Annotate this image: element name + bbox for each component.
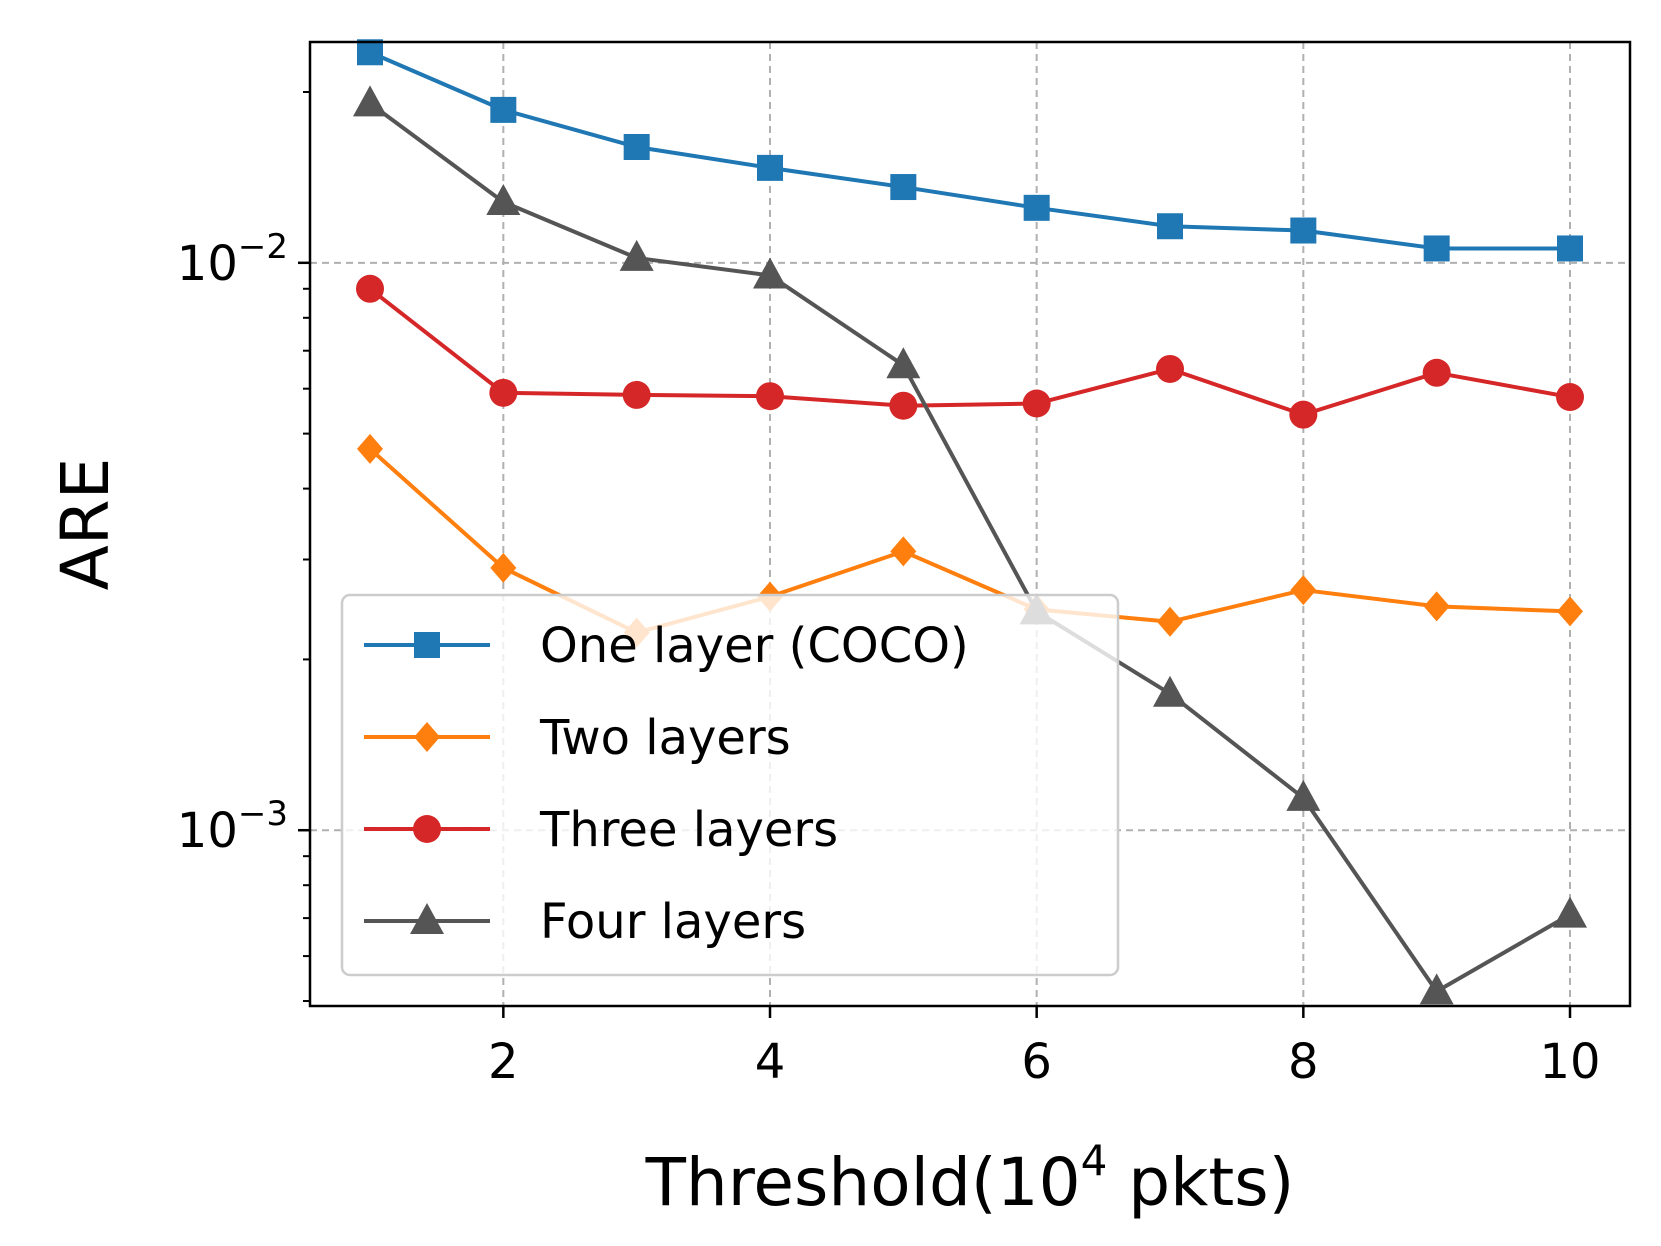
marker-square <box>623 133 650 160</box>
series-line <box>369 50 1570 251</box>
marker-triangle <box>486 183 521 215</box>
y-axis-title: ARE <box>47 458 124 591</box>
y-tick-label: 10−3 <box>177 794 288 859</box>
marker-diamond <box>1290 575 1317 606</box>
x-tick-label: 4 <box>755 1034 786 1090</box>
x-tick-label: 2 <box>488 1034 519 1090</box>
x-axis-title: Threshold(104 pkts) <box>645 1136 1295 1221</box>
marker-diamond <box>1157 606 1183 637</box>
marker-triangle <box>410 903 444 934</box>
legend-label: One layer (COCO) <box>540 618 969 674</box>
marker-diamond <box>1557 596 1583 627</box>
marker-circle <box>889 391 918 420</box>
series-line <box>368 101 1571 994</box>
legend-label: Two layers <box>539 710 791 766</box>
marker-square <box>890 174 917 201</box>
y-tick-label: 10−2 <box>177 227 288 292</box>
legend-label: Three layers <box>539 802 838 858</box>
x-tick-label: 6 <box>1021 1034 1052 1090</box>
marker-triangle <box>1286 779 1321 811</box>
marker-diamond <box>1423 591 1450 622</box>
legend-item: Two layers <box>364 710 791 766</box>
marker-triangle <box>1553 896 1587 928</box>
marker-square <box>490 96 517 123</box>
y-tick-label-base: 10 <box>177 803 238 859</box>
marker-square <box>1290 217 1317 244</box>
x-axis-title-base: Threshold(10 <box>645 1144 1081 1221</box>
marker-triangle <box>753 257 787 289</box>
marker-square <box>1557 235 1583 262</box>
x-axis-title-tail: pkts) <box>1107 1144 1294 1221</box>
marker-diamond <box>890 536 917 567</box>
marker-square <box>414 632 440 658</box>
x-tick-label: 8 <box>1288 1034 1319 1090</box>
marker-square <box>1423 235 1450 262</box>
marker-circle <box>1422 358 1451 387</box>
series-1 <box>357 39 1583 262</box>
marker-square <box>1157 213 1183 240</box>
marker-triangle <box>886 347 921 379</box>
series-line <box>368 287 1571 417</box>
marker-circle <box>413 815 441 843</box>
legend: One layer (COCO) Two layers Three layers Fo… <box>340 593 1120 977</box>
marker-square <box>1023 194 1050 221</box>
marker-triangle <box>353 85 387 117</box>
marker-circle <box>1556 383 1584 412</box>
marker-circle <box>356 274 384 303</box>
marker-square <box>757 154 783 181</box>
marker-triangle <box>619 239 654 271</box>
plot-frame <box>308 40 1632 1008</box>
legend-label: Four layers <box>540 894 806 950</box>
marker-circle <box>1289 400 1318 429</box>
legend-item: Three layers <box>364 802 838 858</box>
x-tick-label: 10 <box>1539 1034 1600 1090</box>
marker-diamond <box>357 433 383 464</box>
y-tick-label-exponent: −3 <box>238 794 288 834</box>
marker-circle <box>1156 354 1184 383</box>
y-tick-label-exponent: −2 <box>238 227 288 267</box>
marker-triangle <box>1419 973 1454 1005</box>
series-3 <box>356 274 1584 429</box>
marker-circle <box>1022 389 1051 418</box>
y-tick-label-base: 10 <box>177 236 238 292</box>
marker-circle <box>622 380 651 409</box>
marker-circle <box>756 382 784 411</box>
marker-circle <box>489 378 518 407</box>
marker-diamond <box>490 552 517 583</box>
legend-box <box>340 593 1120 977</box>
legend-item: Four layers <box>364 894 806 950</box>
marker-triangle <box>1153 675 1187 707</box>
marker-diamond <box>414 722 440 752</box>
x-axis-title-exponent: 4 <box>1081 1136 1108 1185</box>
marker-square <box>357 39 383 66</box>
legend-item: One layer (COCO) <box>364 618 969 674</box>
series-4 <box>353 85 1587 1005</box>
